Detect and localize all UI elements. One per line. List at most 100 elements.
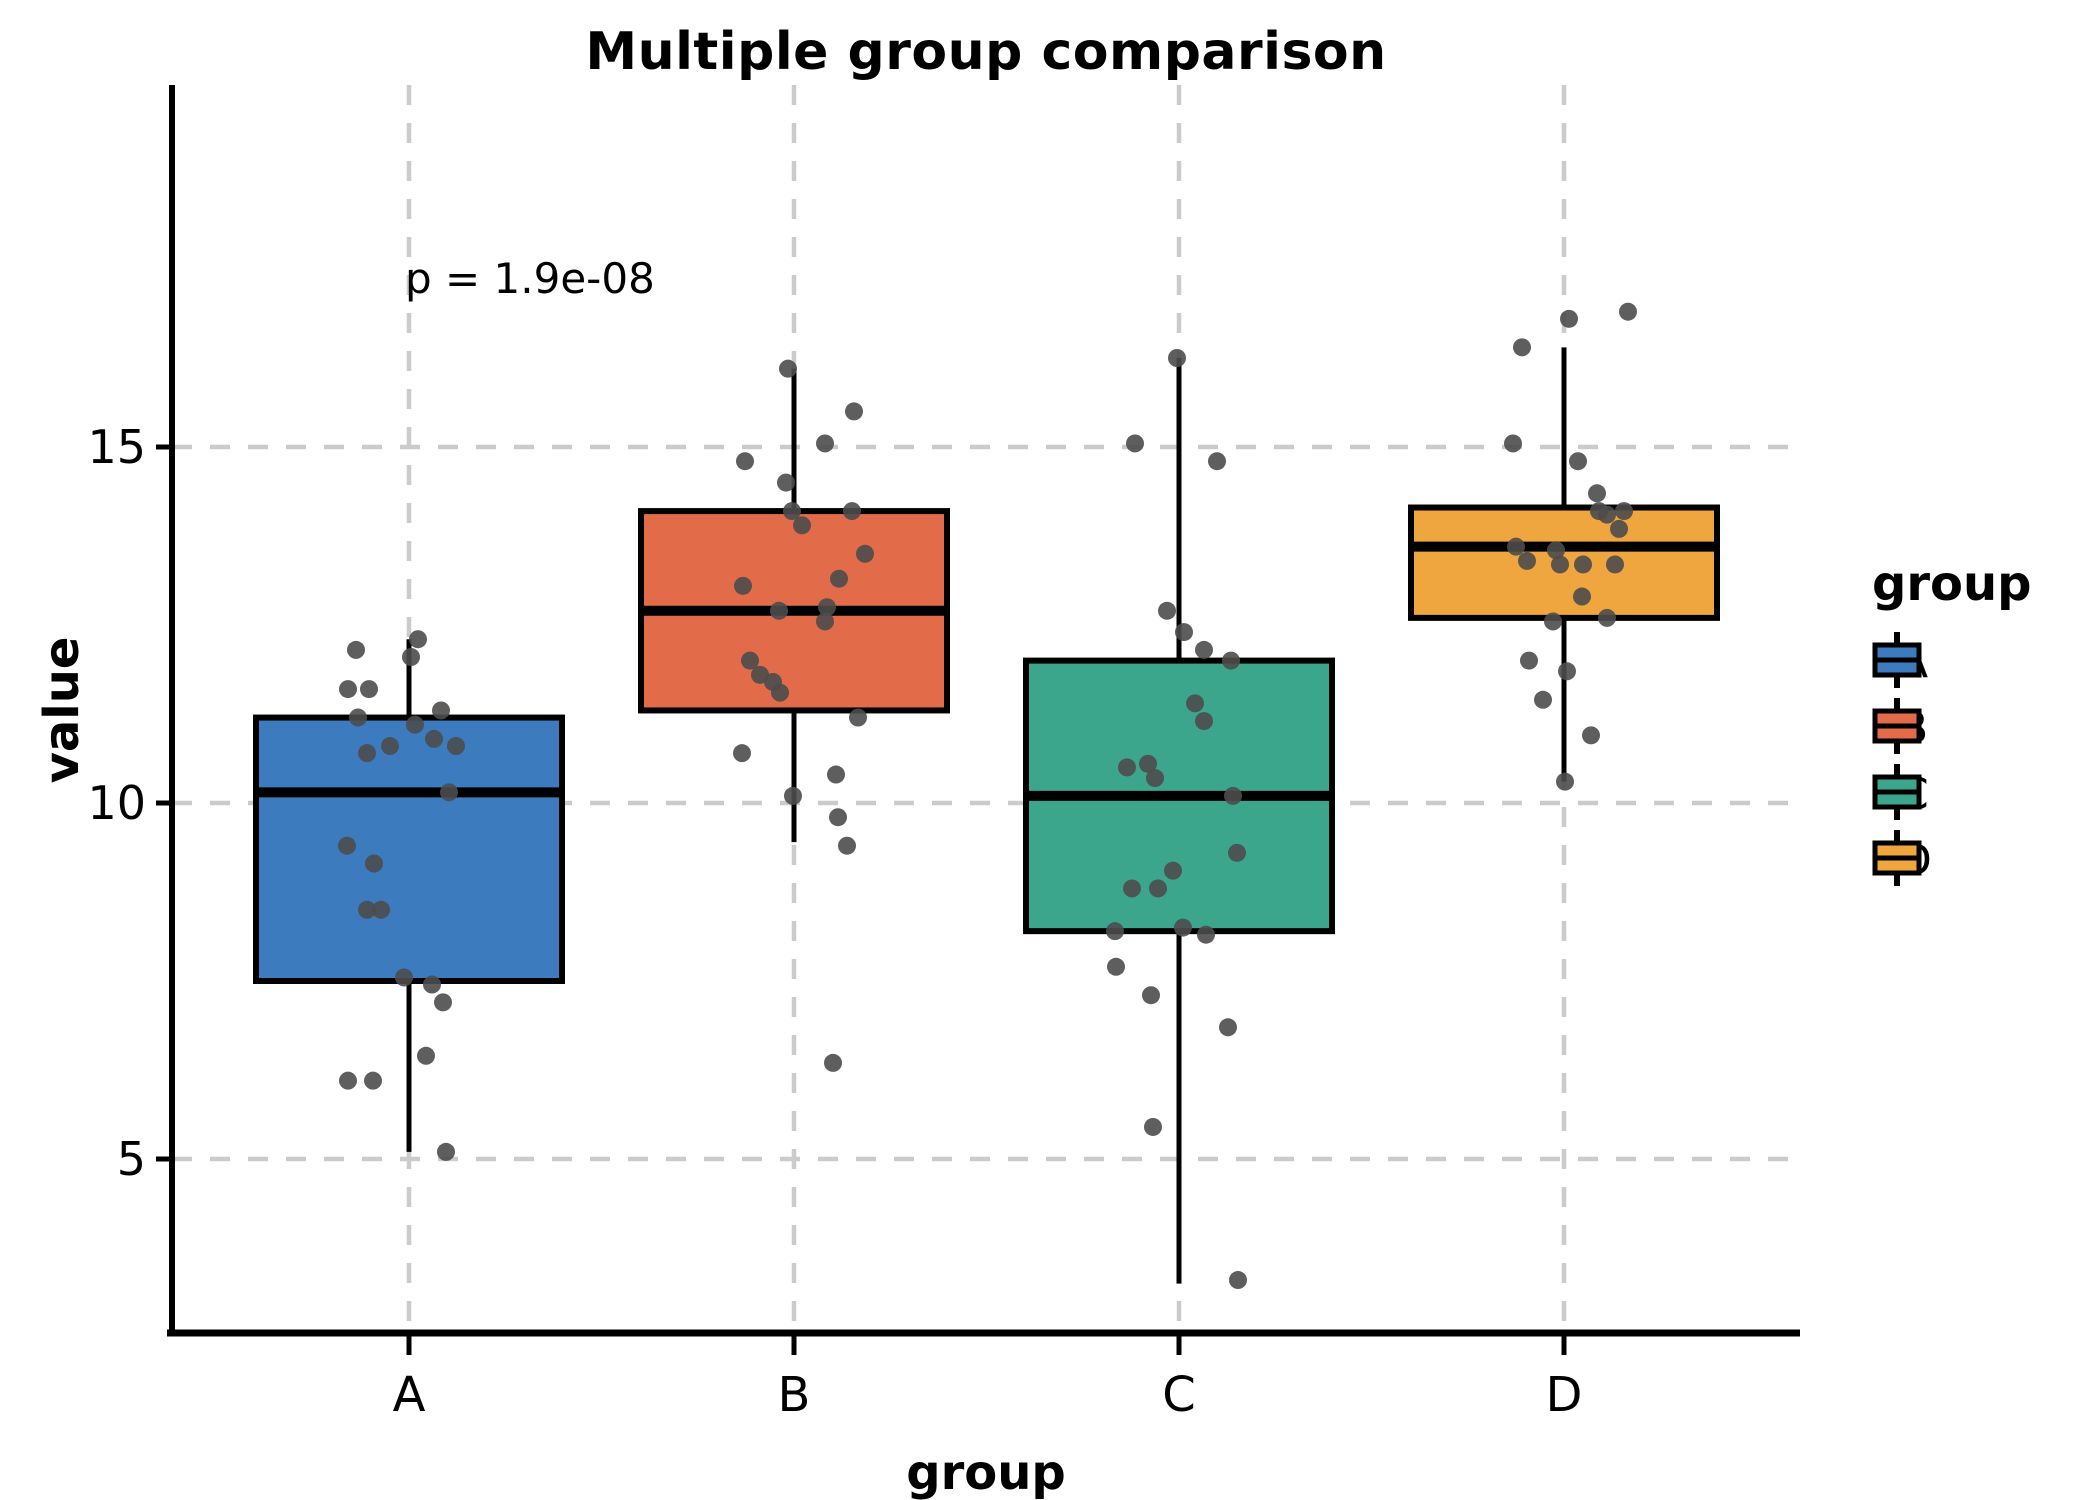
jitter-point — [824, 1053, 842, 1072]
jitter-point — [741, 651, 759, 670]
jitter-point — [1569, 452, 1587, 471]
jitter-point — [1619, 302, 1637, 321]
jitter-point — [734, 576, 752, 595]
jitter-point — [372, 900, 390, 919]
jitter-point — [364, 1071, 382, 1090]
jitter-point — [1139, 754, 1157, 773]
jitter-point — [1208, 452, 1226, 471]
legend-title: group — [1872, 556, 2032, 612]
jitter-point — [1534, 690, 1552, 709]
jitter-point — [406, 715, 424, 734]
x-tick-label: A — [392, 1367, 426, 1423]
jitter-point — [1598, 608, 1616, 627]
legend-key-boxplot-icon — [1872, 632, 1922, 688]
jitter-point — [432, 701, 450, 720]
jitter-point — [339, 1071, 357, 1090]
x-axis-title: group — [906, 1445, 1066, 1500]
jitter-point — [437, 1142, 455, 1161]
jitter-point — [349, 708, 367, 727]
jitter-point — [1195, 640, 1213, 659]
jitter-point — [365, 854, 383, 873]
jitter-point — [1158, 601, 1176, 620]
jitter-point — [1149, 879, 1167, 898]
jitter-point — [1174, 918, 1192, 937]
jitter-point — [784, 786, 802, 805]
box-A — [253, 714, 565, 984]
jitter-point — [1582, 726, 1600, 745]
jitter-point — [339, 680, 357, 699]
jitter-point — [1168, 349, 1186, 367]
legend-entry-C: C — [1872, 762, 1929, 826]
jitter-point — [440, 783, 458, 802]
jitter-point — [1222, 651, 1240, 670]
x-tick-label: D — [1545, 1367, 1583, 1423]
jitter-point — [434, 993, 452, 1012]
jitter-point — [793, 516, 811, 535]
jitter-point — [1574, 555, 1592, 574]
jitter-point — [338, 836, 356, 855]
jitter-point — [1229, 1271, 1247, 1290]
legend-key-boxplot-icon — [1872, 698, 1922, 754]
x-tick-label: B — [777, 1367, 811, 1423]
jitter-point — [1175, 623, 1193, 642]
jitter-point — [770, 601, 788, 620]
y-tick-label: 10 — [87, 776, 146, 830]
jitter-point — [1228, 843, 1246, 862]
jitter-point — [849, 708, 867, 727]
legend-entry-D: D — [1872, 828, 1932, 892]
jitter-point — [733, 744, 751, 763]
jitter-point — [827, 765, 845, 784]
jitter-point — [843, 502, 861, 521]
jitter-point — [1513, 338, 1531, 357]
jitter-point — [1106, 922, 1124, 941]
legend-entry-A: A — [1872, 630, 1928, 694]
jitter-point — [829, 808, 847, 827]
jitter-point — [856, 544, 874, 563]
jitter-point — [402, 648, 420, 667]
jitter-point — [1144, 1117, 1162, 1136]
jitter-point — [1556, 772, 1574, 791]
jitter-point — [1118, 758, 1136, 777]
jitter-point — [1518, 551, 1536, 570]
jitter-point — [1520, 651, 1538, 670]
jitter-point — [1573, 587, 1591, 606]
jitter-point — [1195, 712, 1213, 731]
legend-key-boxplot-icon — [1872, 764, 1922, 820]
jitter-point — [1606, 555, 1624, 574]
jitter-point — [816, 612, 834, 631]
x-tick-label: C — [1162, 1367, 1196, 1423]
jitter-point — [358, 900, 376, 919]
jitter-point — [1186, 694, 1204, 713]
jitter-point — [1142, 986, 1160, 1005]
jitter-point — [816, 434, 834, 453]
jitter-point — [1146, 769, 1164, 788]
jitter-point — [409, 630, 427, 649]
jitter-point — [1547, 541, 1565, 560]
legend-key-boxplot-icon — [1872, 830, 1922, 886]
chart-title: Multiple group comparison — [585, 22, 1387, 82]
jitter-point — [1123, 879, 1141, 898]
jitter-point — [1507, 537, 1525, 556]
jitter-point — [736, 452, 754, 471]
jitter-point — [783, 502, 801, 521]
p-value-annotation: p = 1.9e-08 — [405, 254, 655, 303]
jitter-point — [1126, 434, 1144, 453]
jitter-point — [845, 402, 863, 421]
jitter-point — [395, 968, 413, 987]
jitter-point — [1588, 484, 1606, 503]
jitter-point — [1107, 957, 1125, 976]
jitter-point — [1224, 786, 1242, 805]
jitter-point — [777, 473, 795, 492]
jitter-point — [818, 598, 836, 617]
jitter-point — [1197, 925, 1215, 944]
jitter-point — [1610, 519, 1628, 538]
jitter-point — [1598, 505, 1616, 524]
jitter-point — [1551, 555, 1569, 574]
y-tick-label: 5 — [116, 1132, 146, 1186]
jitter-point — [1544, 612, 1562, 631]
jitter-point — [347, 640, 365, 659]
legend-entry-B: B — [1872, 696, 1928, 760]
